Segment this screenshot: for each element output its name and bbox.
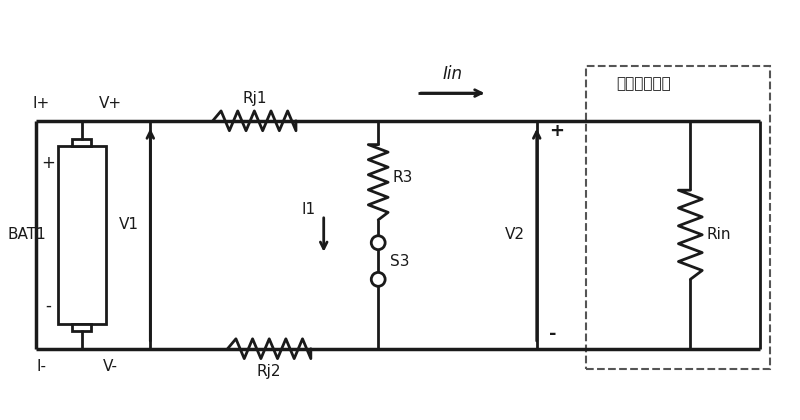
Text: BAT1: BAT1 bbox=[7, 227, 46, 242]
Text: -: - bbox=[549, 325, 556, 343]
Bar bbox=[73, 139, 91, 146]
Text: S3: S3 bbox=[390, 254, 410, 268]
Text: V2: V2 bbox=[505, 227, 525, 242]
Text: V+: V+ bbox=[99, 96, 122, 111]
Text: Rj2: Rj2 bbox=[257, 364, 282, 378]
Bar bbox=[73, 324, 91, 331]
Bar bbox=[58, 146, 106, 324]
Text: I-: I- bbox=[36, 359, 46, 374]
Text: +: + bbox=[42, 155, 55, 173]
Text: Rin: Rin bbox=[706, 227, 730, 242]
Text: V1: V1 bbox=[118, 218, 138, 232]
Text: -: - bbox=[46, 297, 51, 315]
Text: I+: I+ bbox=[33, 96, 50, 111]
Text: R3: R3 bbox=[392, 170, 413, 185]
Text: +: + bbox=[549, 122, 564, 140]
Bar bbox=[586, 66, 770, 368]
Text: I1: I1 bbox=[302, 202, 316, 218]
Text: 电压采样电路: 电压采样电路 bbox=[616, 76, 670, 91]
Text: Iin: Iin bbox=[442, 65, 462, 83]
Text: V-: V- bbox=[103, 359, 118, 374]
Text: Rj1: Rj1 bbox=[242, 91, 266, 106]
